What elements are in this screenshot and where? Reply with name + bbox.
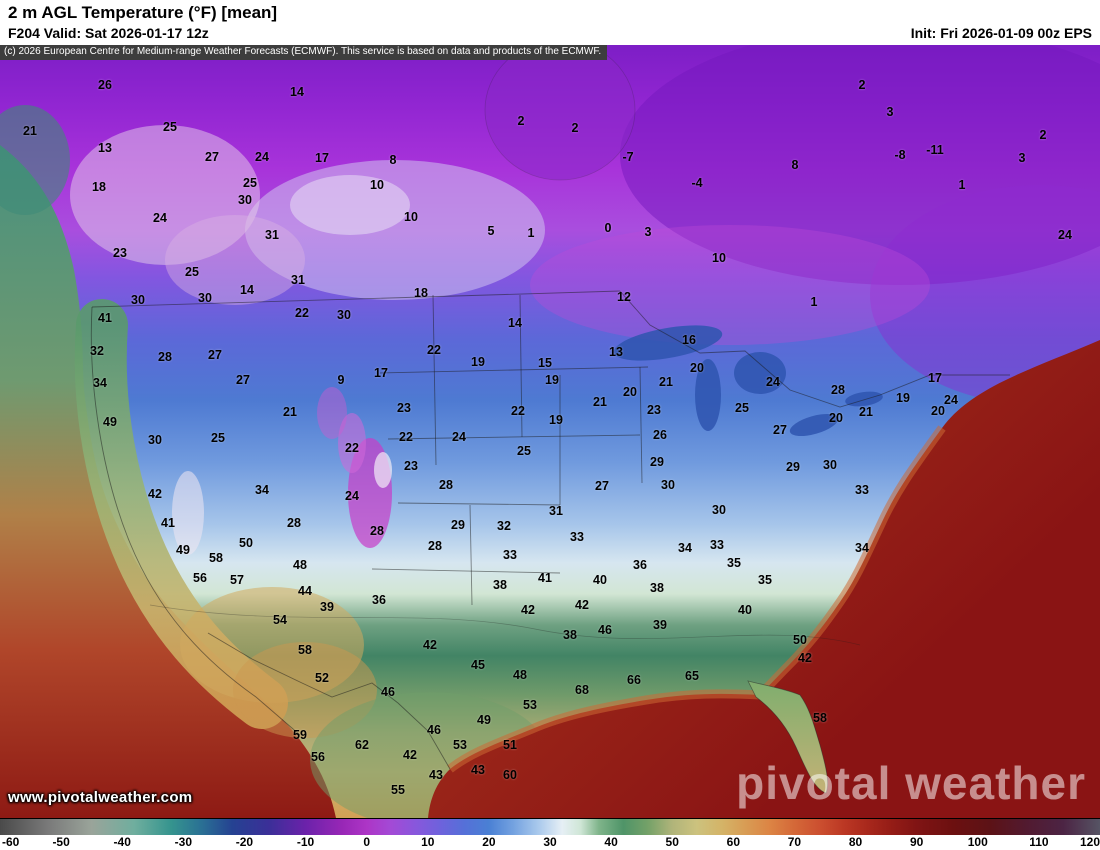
map-canvas: (c) 2026 European Centre for Medium-rang… [0, 45, 1100, 818]
colorbar-tick-label: -40 [113, 835, 131, 849]
colorbar-tick-label: -20 [235, 835, 254, 849]
colorbar-tick-label: 60 [726, 835, 741, 849]
colorbar-tick-label: -30 [174, 835, 192, 849]
colorbar-tick-label: 10 [421, 835, 435, 849]
colorbar-tick-label: 120 [1079, 835, 1100, 849]
colorbar-ticks: -60 -50 -40 -30 -20 -10 0 10 20 30 40 50 60 70 80 90 100… [0, 835, 1100, 850]
colorbar-tick-label: 100 [967, 835, 988, 849]
valid-time-label: F204 Valid: Sat 2026-01-17 12z [8, 25, 209, 41]
hudson-bay [484, 45, 636, 181]
colorbar: -60 -50 -40 -30 -20 -10 0 10 20 30 40 50 60 70 80 90 100… [0, 818, 1100, 850]
colorbar-gradient [0, 818, 1100, 835]
site-url-watermark: www.pivotalweather.com [8, 789, 193, 806]
colorbar-tick-label: 50 [665, 835, 679, 849]
colorbar-tick-label: 110 [1029, 835, 1049, 849]
political-borders [90, 290, 1010, 770]
colorbar-tick-label: -10 [296, 835, 315, 849]
copyright-notice: (c) 2026 European Centre for Medium-rang… [0, 45, 608, 60]
pacific-ocean [0, 145, 336, 818]
atlantic-gulf-ocean [428, 340, 1100, 818]
colorbar-tick-label: 30 [543, 835, 557, 849]
colorbar-tick-label: 90 [909, 835, 924, 849]
map-header: 2 m AGL Temperature (°F) [mean] F204 Val… [0, 0, 1100, 45]
temperature-map-graphic [0, 45, 1100, 818]
colorbar-tick-label: 80 [848, 835, 863, 849]
page-title: 2 m AGL Temperature (°F) [mean] [8, 3, 278, 22]
colorbar-tick-label: 0 [363, 835, 370, 849]
florida-peninsula [747, 680, 828, 794]
colorbar-tick-label: 20 [482, 835, 496, 849]
colorbar-tick-label: 40 [604, 835, 618, 849]
colorbar-tick-label: -50 [52, 835, 70, 849]
init-time-label: Init: Fri 2026-01-09 00z EPS [910, 25, 1092, 41]
colorbar-tick-label: -60 [2, 835, 20, 849]
colorbar-tick-label: 70 [787, 835, 802, 849]
brand-watermark: pivotal weather [736, 757, 1086, 809]
